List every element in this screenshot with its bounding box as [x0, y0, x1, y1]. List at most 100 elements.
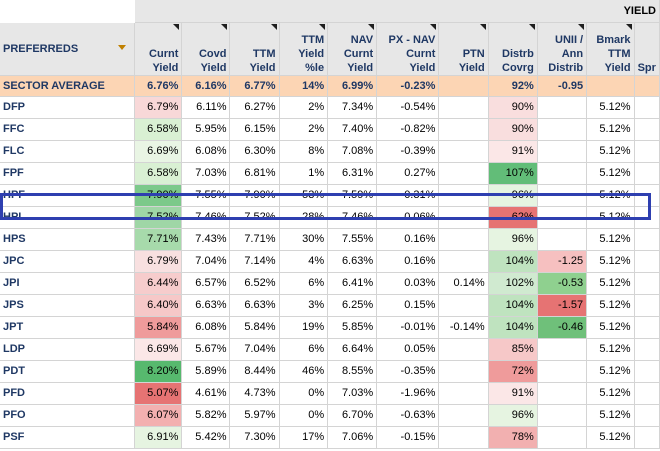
cell-nav-curnt-yield[interactable]: 6.64%	[327, 338, 378, 361]
table-row[interactable]: JPC 6.79% 7.04% 7.14% 4% 6.63% 0.16% 104% -1.25 5…	[0, 250, 660, 273]
cell-bmark-ttm-yield[interactable]: 5.12%	[586, 382, 635, 405]
cell-curnt-yield[interactable]: 6.58%	[134, 162, 183, 185]
cell-nav-curnt-yield[interactable]: 7.46%	[327, 206, 378, 229]
column-header-covd-yield[interactable]: Covd Yield	[181, 22, 231, 76]
cell-unii-ann-distrib[interactable]	[537, 228, 588, 251]
cell-nav-curnt-yield[interactable]: 8.55%	[327, 360, 378, 383]
cell-unii-ann-distrib[interactable]: -0.53	[537, 272, 588, 295]
cell-px-nav-curnt-yield[interactable]: -0.35%	[376, 360, 440, 383]
column-header-curnt-yield[interactable]: Curnt Yield	[134, 22, 183, 76]
cell-curnt-yield[interactable]: 8.20%	[134, 360, 183, 383]
ticker-cell[interactable]: FLC	[0, 140, 136, 163]
cell-covd-yield[interactable]: 6.08%	[181, 316, 231, 339]
cell-px-nav-curnt-yield[interactable]: 0.03%	[376, 272, 440, 295]
cell-spr[interactable]	[634, 272, 660, 295]
table-row[interactable]: JPI 6.44% 6.57% 6.52% 6% 6.41% 0.03% 0.14% 102% -…	[0, 272, 660, 295]
cell-nav-curnt-yield[interactable]: 7.55%	[327, 228, 378, 251]
table-row[interactable]: DFP 6.79% 6.11% 6.27% 2% 7.34% -0.54% 90% 5.12%	[0, 96, 660, 119]
cell-ttm-yield-pctile[interactable]: 2%	[279, 96, 329, 119]
cell-ttm-yield-pctile[interactable]: 46%	[279, 360, 329, 383]
cell-unii-ann-distrib[interactable]	[537, 162, 588, 185]
cell-px-nav-curnt-yield[interactable]: 0.06%	[376, 206, 440, 229]
cell-covd-yield[interactable]: 5.89%	[181, 360, 231, 383]
cell-distrb-covrg[interactable]: 72%	[488, 360, 538, 383]
ticker-cell[interactable]: HPF	[0, 184, 136, 207]
cell-ptn-yield[interactable]	[438, 250, 489, 273]
table-row[interactable]: PFD 5.07% 4.61% 4.73% 0% 7.03% -1.96% 91% 5.12%	[0, 382, 660, 405]
cell-ptn-yield[interactable]	[438, 228, 489, 251]
cell-bmark-ttm-yield[interactable]: 5.12%	[586, 338, 635, 361]
cell-px-nav-curnt-yield[interactable]: -0.15%	[376, 426, 440, 449]
cell-unii-ann-distrib[interactable]	[537, 360, 588, 383]
cell-unii-ann-distrib[interactable]: -1.25	[537, 250, 588, 273]
cell-ptn-yield[interactable]: 0.14%	[438, 272, 489, 295]
table-row[interactable]: FLC 6.69% 6.08% 6.30% 8% 7.08% -0.39% 91% 5.12%	[0, 140, 660, 163]
column-header-nav-curnt-yield[interactable]: NAV Curnt Yield	[327, 22, 378, 76]
cell-bmark-ttm-yield[interactable]: 5.12%	[586, 250, 635, 273]
table-row[interactable]: PSF 6.91% 5.42% 7.30% 17% 7.06% -0.15% 78% 5.12%	[0, 426, 660, 449]
column-header-spr[interactable]: Spr	[634, 22, 660, 76]
cell-unii-ann-distrib[interactable]	[537, 140, 588, 163]
cell-spr[interactable]	[634, 404, 660, 427]
cell-curnt-yield[interactable]: 5.07%	[134, 382, 183, 405]
cell-ptn-yield[interactable]: -0.14%	[438, 316, 489, 339]
cell-distrb-covrg[interactable]: 104%	[488, 250, 538, 273]
cell-unii-ann-distrib[interactable]	[537, 382, 588, 405]
cell-spr[interactable]	[634, 250, 660, 273]
cell-ptn-yield[interactable]	[438, 404, 489, 427]
cell-spr[interactable]	[634, 184, 660, 207]
yield-group-header[interactable]: YIELD	[134, 0, 660, 23]
cell-curnt-yield[interactable]: 6.69%	[134, 338, 183, 361]
cell-curnt-yield[interactable]: 7.71%	[134, 228, 183, 251]
cell-unii-ann-distrib[interactable]	[537, 426, 588, 449]
cell-spr[interactable]	[634, 338, 660, 361]
cell-ptn-yield[interactable]	[438, 184, 489, 207]
cell-nav-curnt-yield[interactable]: 7.34%	[327, 96, 378, 119]
cell-bmark-ttm-yield[interactable]: 5.12%	[586, 206, 635, 229]
cell-ttm-yield[interactable]: 7.14%	[229, 250, 280, 273]
cell-spr[interactable]	[634, 228, 660, 251]
cell-bmark-ttm-yield[interactable]: 5.12%	[586, 316, 635, 339]
cell-covd-yield[interactable]: 5.67%	[181, 338, 231, 361]
cell-bmark-ttm-yield[interactable]: 5.12%	[586, 162, 635, 185]
cell-nav-curnt-yield[interactable]: 6.31%	[327, 162, 378, 185]
cell-ttm-yield-pctile[interactable]: 3%	[279, 294, 329, 317]
cell-nav-curnt-yield[interactable]: 6.41%	[327, 272, 378, 295]
cell-unii-ann-distrib[interactable]	[537, 338, 588, 361]
table-row[interactable]: PDT 8.20% 5.89% 8.44% 46% 8.55% -0.35% 72% 5.12%	[0, 360, 660, 383]
cell-bmark-ttm-yield[interactable]: 5.12%	[586, 426, 635, 449]
cell-unii-ann-distrib[interactable]	[537, 206, 588, 229]
table-row[interactable]: LDP 6.69% 5.67% 7.04% 6% 6.64% 0.05% 85% 5.12%	[0, 338, 660, 361]
cell-curnt-yield[interactable]: 6.44%	[134, 272, 183, 295]
cell-ptn-yield[interactable]	[438, 118, 489, 141]
ticker-cell[interactable]: JPS	[0, 294, 136, 317]
cell-ptn-yield[interactable]	[438, 426, 489, 449]
cell-ttm-yield-pctile[interactable]: 8%	[279, 140, 329, 163]
column-header-ptn-yield[interactable]: PTN Yield	[438, 22, 489, 76]
ticker-cell[interactable]: FFC	[0, 118, 136, 141]
cell-distrb-covrg[interactable]: 78%	[488, 426, 538, 449]
sector-average-spr[interactable]	[634, 75, 660, 97]
cell-bmark-ttm-yield[interactable]: 5.12%	[586, 228, 635, 251]
cell-nav-curnt-yield[interactable]: 6.63%	[327, 250, 378, 273]
cell-px-nav-curnt-yield[interactable]: -1.96%	[376, 382, 440, 405]
cell-spr[interactable]	[634, 382, 660, 405]
cell-ttm-yield-pctile[interactable]: 6%	[279, 338, 329, 361]
ticker-cell[interactable]: PDT	[0, 360, 136, 383]
cell-px-nav-curnt-yield[interactable]: -0.01%	[376, 316, 440, 339]
filter-dropdown-icon[interactable]	[118, 44, 127, 50]
ticker-cell[interactable]: LDP	[0, 338, 136, 361]
cell-curnt-yield[interactable]: 6.40%	[134, 294, 183, 317]
cell-nav-curnt-yield[interactable]: 7.08%	[327, 140, 378, 163]
sector-average-label[interactable]: SECTOR AVERAGE	[0, 75, 136, 97]
cell-unii-ann-distrib[interactable]	[537, 118, 588, 141]
cell-unii-ann-distrib[interactable]: -0.46	[537, 316, 588, 339]
cell-covd-yield[interactable]: 7.03%	[181, 162, 231, 185]
cell-ptn-yield[interactable]	[438, 140, 489, 163]
cell-ptn-yield[interactable]	[438, 382, 489, 405]
cell-distrb-covrg[interactable]: 104%	[488, 316, 538, 339]
cell-covd-yield[interactable]: 5.95%	[181, 118, 231, 141]
sector-average-distrb-covrg[interactable]: 92%	[488, 75, 538, 97]
cell-ttm-yield[interactable]: 6.15%	[229, 118, 280, 141]
cell-curnt-yield[interactable]: 6.79%	[134, 250, 183, 273]
